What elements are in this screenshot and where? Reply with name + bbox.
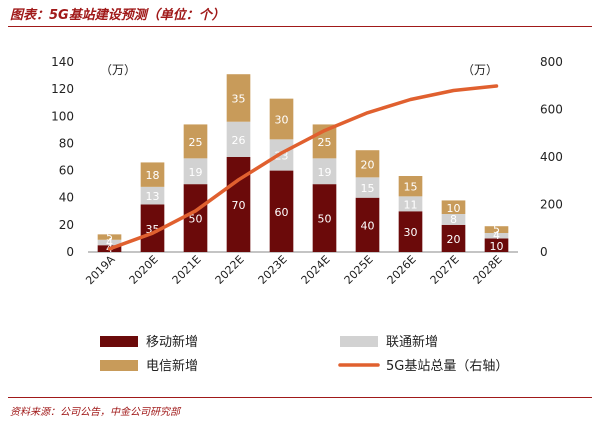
bar-segment xyxy=(484,226,509,233)
bar-value-label: 10 xyxy=(447,202,461,215)
left-tick-label: 120 xyxy=(51,82,74,96)
bar-value-label: 10 xyxy=(490,240,504,253)
bar-value-label: 19 xyxy=(189,166,203,179)
bar-segment xyxy=(355,150,380,178)
bar-segment xyxy=(441,214,466,225)
bar-value-label: 50 xyxy=(189,213,203,226)
left-axis-unit: （万） xyxy=(100,63,136,77)
bar-value-label: 50 xyxy=(318,213,332,226)
bar-labels: 4453513185019257026356023305019254015203… xyxy=(106,93,504,256)
bar-segment xyxy=(398,176,423,197)
legend-label: 5G基站总量（右轴） xyxy=(386,359,508,374)
x-tick-label: 2024E xyxy=(299,253,333,287)
bar-value-label: 30 xyxy=(404,226,418,239)
bar-segment xyxy=(226,74,251,122)
bar-segment xyxy=(398,211,423,252)
bar-value-label: 11 xyxy=(404,198,418,211)
chart-title: 图表：5G基站建设预测（单位：个） xyxy=(10,8,225,23)
bar-value-label: 8 xyxy=(450,213,457,226)
bar-segment xyxy=(183,158,208,185)
legend-swatch xyxy=(100,336,138,347)
bar-segment xyxy=(398,196,423,212)
legend-label: 联通新增 xyxy=(386,334,438,350)
legend-label: 移动新增 xyxy=(146,334,198,350)
bar-value-label: 35 xyxy=(232,93,246,106)
left-tick-label: 100 xyxy=(51,109,74,123)
x-tick-labels: 2019A 2020E 2021E 2022E 2023E 2024E 2025E 2026E… xyxy=(83,253,504,288)
bar-segment xyxy=(484,233,509,239)
bar-value-label: 40 xyxy=(361,219,375,232)
left-tick-label: 20 xyxy=(59,218,74,232)
x-tick-label: 2027E xyxy=(428,253,462,287)
source-divider xyxy=(8,397,592,398)
bar-segment xyxy=(226,121,251,157)
legend-swatch xyxy=(100,360,138,371)
bar-value-label: 18 xyxy=(146,169,160,182)
bar-segment xyxy=(140,204,165,252)
bar-segment xyxy=(97,239,122,246)
x-tick-label: 2019A xyxy=(83,253,118,288)
bar-value-label: 5 xyxy=(106,230,113,243)
right-tick-label: 0 xyxy=(540,245,548,259)
left-tick-label: 140 xyxy=(51,55,74,69)
bar-segment xyxy=(183,124,208,159)
bar-value-label: 25 xyxy=(189,136,203,149)
bar-value-label: 4 xyxy=(493,229,500,242)
bar-value-label: 5 xyxy=(493,223,500,236)
bar-segment xyxy=(140,162,165,187)
bar-segment xyxy=(140,186,165,205)
chart-axes: 0 20 40 60 80 100 120 140 0 200 400 600 800 （万） （万） xyxy=(51,55,563,259)
x-tick-label: 2026E xyxy=(385,253,419,287)
title-divider xyxy=(8,26,592,27)
bar-line-chart: 0 20 40 60 80 100 120 140 0 200 400 600 800 （万） （万） 4 4… xyxy=(51,55,563,374)
bar-value-label: 20 xyxy=(447,233,461,246)
bar-value-label: 26 xyxy=(232,134,246,147)
bar-value-label: 4 xyxy=(106,236,113,249)
right-tick-label: 400 xyxy=(540,150,563,164)
x-tick-label: 2022E xyxy=(213,253,247,287)
right-tick-label: 800 xyxy=(540,55,563,69)
source-note: 资料来源：公司公告，中金公司研究部 xyxy=(10,407,180,418)
x-tick-label: 2023E xyxy=(256,253,290,287)
bar-segment xyxy=(355,177,380,198)
right-tick-label: 200 xyxy=(540,198,563,212)
total-line xyxy=(107,84,499,251)
chart-bars xyxy=(97,74,509,252)
legend-swatch xyxy=(340,336,378,347)
bar-segment xyxy=(484,238,509,252)
left-tick-label: 80 xyxy=(59,136,74,150)
total-line-path xyxy=(107,84,499,251)
bar-value-label: 20 xyxy=(361,158,375,171)
bar-value-label: 70 xyxy=(232,199,246,212)
x-tick-label: 2020E xyxy=(127,253,161,287)
x-tick-label: 2028E xyxy=(471,253,505,287)
bar-value-label: 60 xyxy=(275,206,289,219)
bar-segment xyxy=(226,157,251,252)
legend-label: 电信新增 xyxy=(146,358,198,374)
bar-segment xyxy=(312,158,337,185)
left-tick-label: 60 xyxy=(59,164,74,178)
bar-segment xyxy=(97,234,122,240)
bar-value-label: 15 xyxy=(404,181,418,194)
right-axis-unit: （万） xyxy=(462,63,498,77)
bar-value-label: 25 xyxy=(318,136,332,149)
bar-segment xyxy=(441,200,466,214)
bar-value-label: 19 xyxy=(318,166,332,179)
left-tick-label: 40 xyxy=(59,191,74,205)
x-tick-label: 2021E xyxy=(170,253,204,287)
bar-segment xyxy=(441,224,466,252)
bar-segment xyxy=(312,184,337,252)
bar-segment xyxy=(183,184,208,252)
bar-segment xyxy=(355,197,380,252)
bar-segment xyxy=(269,98,294,140)
x-tick-label: 2025E xyxy=(342,253,376,287)
bar-segment xyxy=(269,170,294,252)
bar-value-label: 15 xyxy=(361,182,375,195)
left-tick-label: 0 xyxy=(66,245,74,259)
bar-value-label: 30 xyxy=(275,114,289,127)
right-tick-label: 600 xyxy=(540,103,563,117)
bar-value-label: 13 xyxy=(146,190,160,203)
